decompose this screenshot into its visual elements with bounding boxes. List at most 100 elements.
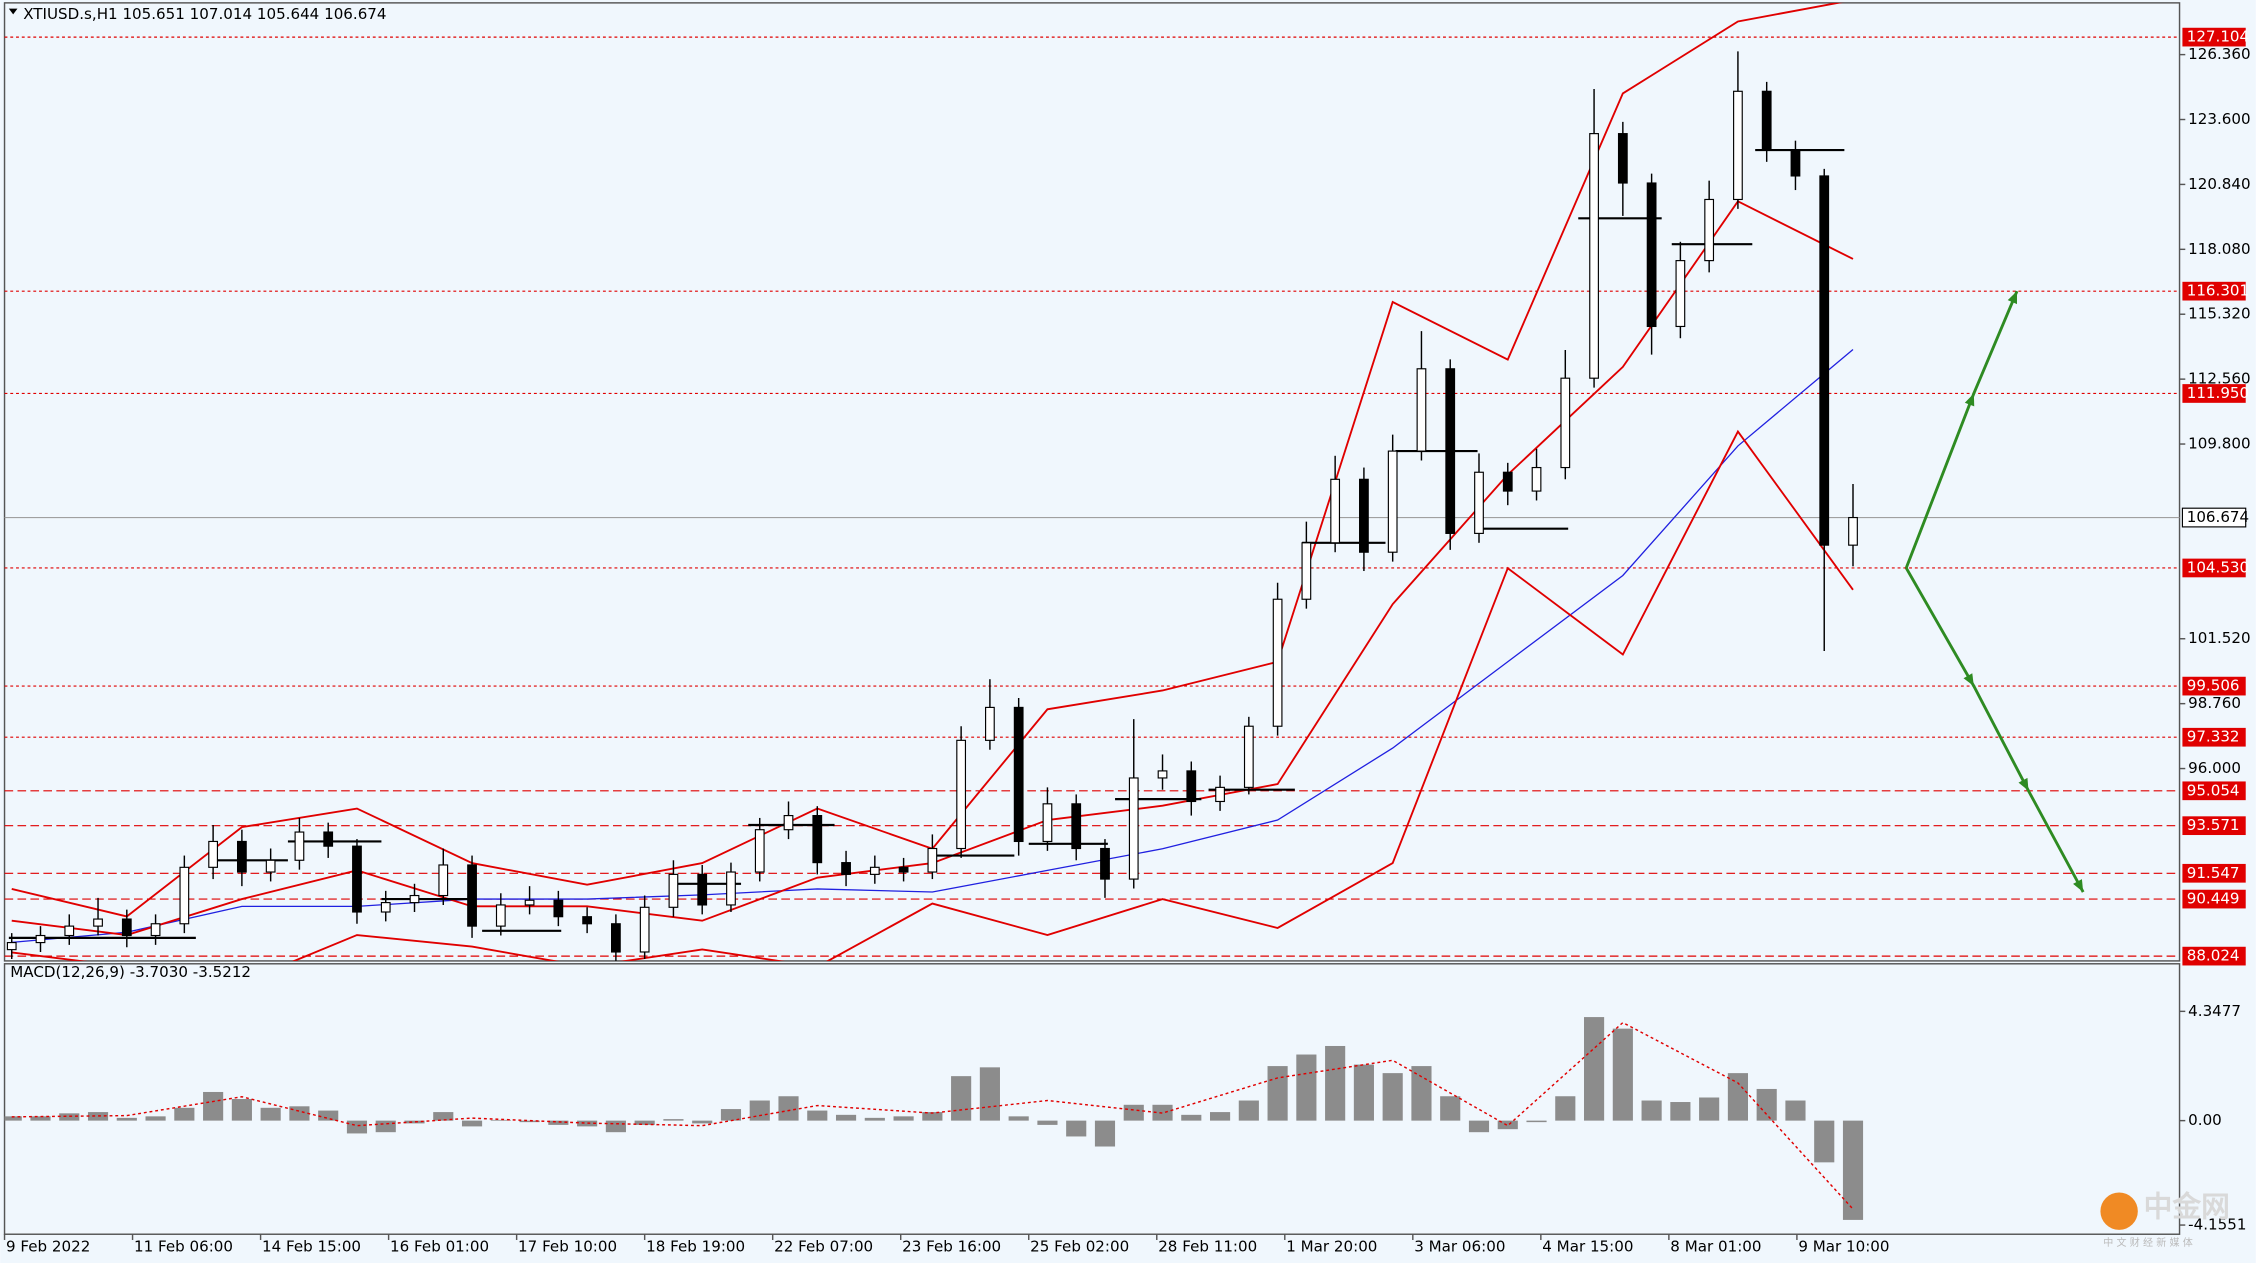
x-tick-label: 11 Feb 06:00 [134, 1238, 233, 1256]
arrow-head [1964, 393, 1975, 407]
candle-body [352, 845, 362, 913]
candle-body [121, 918, 132, 937]
macd-bar [663, 1119, 684, 1121]
macd-bar [375, 1120, 396, 1133]
level-label-box [2182, 558, 2246, 578]
macd-bar [548, 1120, 569, 1125]
candle-body [179, 866, 190, 925]
macd-tick-label: 4.3477 [2188, 1002, 2241, 1020]
candle-body [35, 934, 46, 944]
x-tick-label: 23 Feb 16:00 [902, 1238, 1001, 1256]
macd-bar [1497, 1120, 1518, 1130]
price-layer [4, 2, 2180, 961]
macd-bar [116, 1117, 137, 1121]
macd-bar [433, 1112, 454, 1121]
macd-bar [1152, 1104, 1173, 1121]
candle-body [812, 815, 823, 864]
y-tick-label: 126.360 [2188, 45, 2250, 63]
arrow-head [2073, 879, 2084, 893]
candle-body [6, 941, 17, 951]
level-label-box [2182, 281, 2246, 301]
candle-body [1761, 90, 1772, 151]
arrow-head [2007, 291, 2018, 305]
candle-body [1128, 777, 1139, 880]
macd-bar [778, 1096, 799, 1121]
arrow-head [2018, 777, 2029, 791]
candle-body [467, 864, 477, 927]
candle-body [1733, 90, 1743, 201]
macd-bar [231, 1099, 252, 1121]
macd-bar [346, 1120, 368, 1134]
y-tick-label: 101.520 [2188, 629, 2250, 647]
level-label: 95.054 [2187, 781, 2240, 799]
y-tick-label: 98.760 [2188, 694, 2241, 712]
macd-bar [893, 1116, 914, 1121]
y-tick-label: 112.560 [2188, 370, 2250, 388]
macd-bar [749, 1100, 770, 1121]
macd-bar [1353, 1064, 1374, 1121]
level-label: 88.024 [2187, 947, 2240, 965]
candle-body [611, 923, 621, 953]
macd-bar [1785, 1100, 1806, 1121]
level-label-box [2182, 727, 2246, 747]
level-label-box [2182, 863, 2246, 883]
candle-body [1445, 368, 1456, 534]
macd-bar [577, 1120, 598, 1127]
candle-body [754, 829, 765, 873]
candle-body [1071, 803, 1082, 850]
level-label: 116.301 [2187, 282, 2249, 300]
candle-body [1042, 803, 1053, 843]
macd-bar [1526, 1120, 1547, 1123]
level-label: 104.530 [2187, 558, 2249, 576]
chart-title: XTIUSD.s,H1 105.651 107.014 105.644 106.… [23, 5, 386, 23]
menu-triangle [8, 8, 18, 15]
candle-body [208, 840, 219, 868]
level-label-box [2182, 816, 2246, 836]
macd-bar [951, 1076, 972, 1121]
y-tick-label: 96.000 [2188, 759, 2241, 777]
candle-body [1790, 149, 1801, 177]
macd-bar [203, 1091, 224, 1121]
candle-body [1646, 182, 1657, 328]
level-label: 93.571 [2187, 816, 2240, 834]
candle-body [668, 873, 679, 908]
macd-bar [1209, 1112, 1231, 1121]
x-tick-label: 14 Feb 15:00 [262, 1238, 361, 1256]
candle-body [1272, 598, 1283, 727]
macd-bar [1066, 1120, 1087, 1137]
level-label: 90.449 [2187, 890, 2240, 908]
candle-body [1531, 466, 1542, 492]
macd-bar [145, 1116, 166, 1121]
macd-layer [4, 1017, 1864, 1220]
axis-layer: 126.360 123.600 120.840 118.080 115.320 112.5… [3, 28, 2251, 1256]
last-price-label: 106.674 [2187, 508, 2249, 526]
macd-tick-label: -4.1551 [2188, 1216, 2246, 1234]
macd-bar [59, 1113, 80, 1121]
level-label-box [2182, 676, 2246, 696]
macd-tick-label: 0.00 [2188, 1111, 2222, 1129]
x-tick-label: 9 Mar 10:00 [1798, 1238, 1889, 1256]
level-label: 91.547 [2187, 864, 2240, 882]
candle-body [1560, 377, 1571, 469]
candle-body [639, 906, 650, 953]
macd-bar [1727, 1073, 1748, 1121]
macd-bar [1699, 1097, 1720, 1121]
candle-body [150, 923, 161, 937]
macd-bar [1094, 1120, 1116, 1147]
projection-arrow [1904, 290, 2019, 569]
x-tick-label: 17 Feb 10:00 [518, 1238, 617, 1256]
macd-bar [30, 1116, 51, 1121]
candle-body [265, 859, 276, 873]
x-tick-label: 28 Feb 11:00 [1158, 1238, 1257, 1256]
macd-bar [1325, 1045, 1346, 1121]
level-label-box [2182, 889, 2246, 909]
macd-bar [1555, 1096, 1576, 1121]
candle-body [409, 894, 420, 904]
signal-line [11, 1021, 1854, 1210]
candle-body [1186, 770, 1197, 803]
macd-bar [835, 1114, 857, 1121]
candle-body [1013, 706, 1024, 843]
level-label: 97.332 [2187, 728, 2240, 746]
